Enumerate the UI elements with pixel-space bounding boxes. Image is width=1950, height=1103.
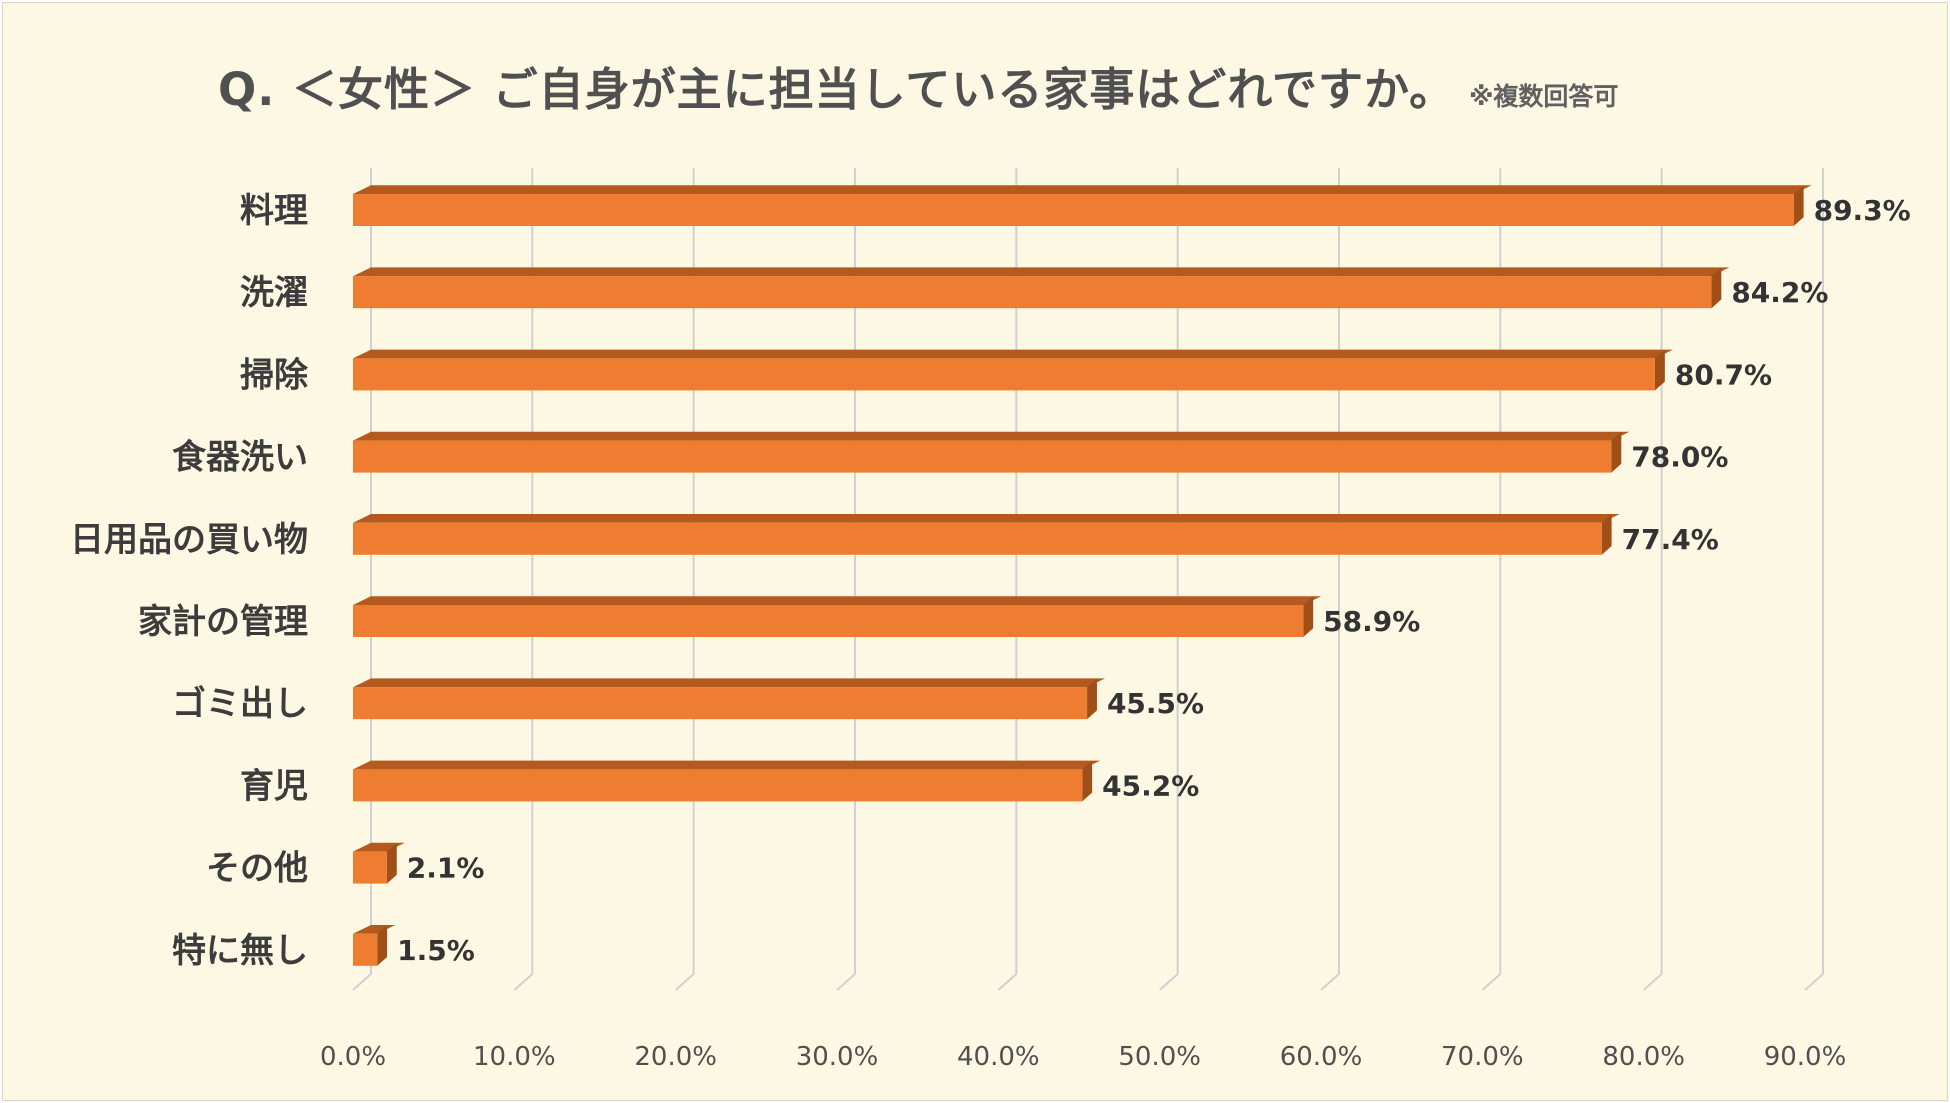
bar-top-face [353,349,1673,359]
gridline-floor [836,973,856,991]
bar-side-face [1793,185,1804,226]
gridline-floor [1804,973,1824,991]
bar [353,276,1712,309]
category-label: 育児 [240,766,308,806]
title-text: Q. ＜女性＞ ご自身が主に担当している家事はどれですか。 [218,63,1456,116]
bar [353,933,378,966]
category-label: 日用品の買い物 [70,520,308,560]
bar-top-face [353,760,1101,770]
bar-side-face [1711,267,1722,309]
bar-side-face [1611,431,1622,473]
bar-top-face [353,596,1322,605]
bar-top-face [353,185,1812,194]
bar [353,522,1602,555]
gridline-floor [1320,973,1340,991]
data-label: 89.3% [1814,194,1911,227]
gridline-floor [675,973,695,991]
bar [353,440,1612,473]
bar-side-face [1303,596,1314,637]
bar-side-face [1082,760,1093,802]
category-label: 料理 [240,191,308,231]
data-label: 1.5% [397,934,475,967]
bar-side-face [1601,514,1612,555]
gridline-floor [1481,973,1501,991]
gridline-floor [1159,973,1179,991]
category-label: 洗濯 [240,273,308,313]
x-tick-label: 90.0% [1764,1042,1847,1072]
bar-side-face [1654,349,1665,391]
chart-title: Q. ＜女性＞ ご自身が主に担当している家事はどれですか。 ※複数回答可 [218,53,1618,118]
gridline-floor [1643,973,1663,991]
x-tick-label: 60.0% [1280,1042,1363,1072]
gridline-floor [352,973,372,991]
bar-top-face [353,842,405,852]
x-tick-label: 20.0% [634,1042,717,1072]
x-tick-label: 80.0% [1602,1042,1685,1072]
data-label: 45.2% [1102,769,1199,802]
gridline-floor [997,973,1017,991]
bar [353,769,1083,802]
x-tick-label: 70.0% [1441,1042,1524,1072]
x-tick-label: 10.0% [473,1042,556,1072]
bar [353,358,1655,391]
bar [353,194,1794,226]
title-note: ※複数回答可 [1469,82,1619,111]
x-tick-label: 0.0% [320,1042,386,1072]
category-label: ゴミ出し [172,684,308,724]
data-label: 2.1% [407,852,485,885]
bar-side-face [377,925,388,966]
gridline-floor [513,973,533,991]
bar-top-face [353,925,396,934]
category-label: 家計の管理 [138,602,308,642]
bar-top-face [353,678,1106,688]
category-label: その他 [206,849,308,889]
bar [353,605,1304,637]
data-label: 84.2% [1731,276,1828,309]
data-label: 78.0% [1631,441,1728,474]
x-tick-label: 30.0% [796,1042,879,1072]
bar [353,687,1088,720]
category-label: 掃除 [240,355,309,395]
data-label: 80.7% [1675,358,1772,391]
bar-top-face [353,431,1630,441]
data-label: 58.9% [1323,605,1420,638]
bar-top-face [353,514,1620,523]
x-tick-label: 40.0% [957,1042,1040,1072]
category-label: 食器洗い [172,438,308,478]
bar-side-face [1087,678,1097,720]
bar-top-face [353,267,1730,277]
x-tick-label: 50.0% [1118,1042,1201,1072]
category-label: 特に無し [172,931,308,971]
data-label: 77.4% [1622,523,1719,556]
bar [353,851,387,884]
data-label: 45.5% [1107,687,1204,720]
bar-side-face [386,842,397,884]
